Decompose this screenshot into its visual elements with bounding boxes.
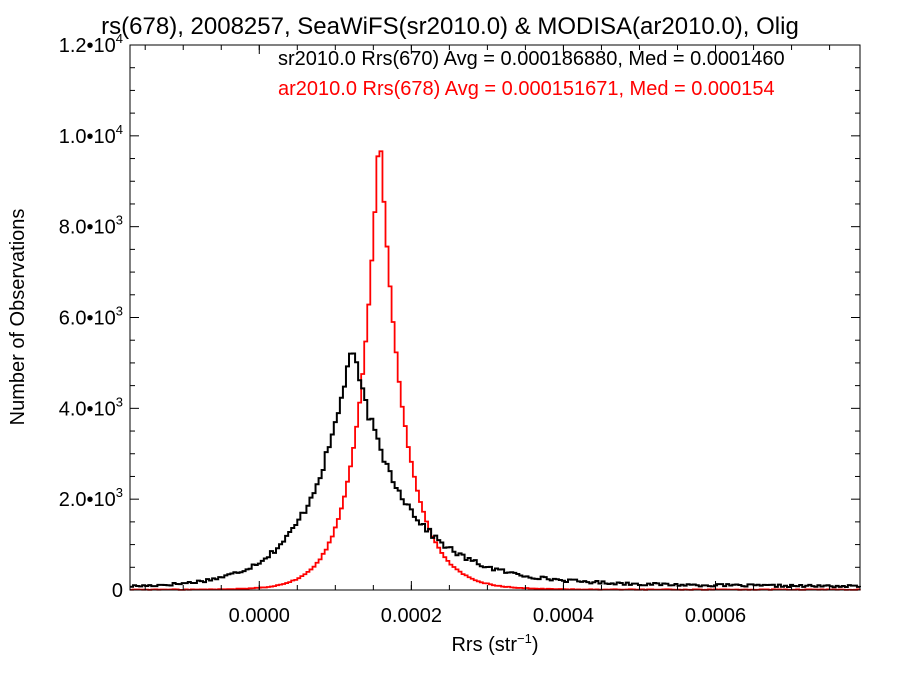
y-tick-label: 8.0•103 bbox=[59, 213, 123, 239]
y-tick-label: 6.0•103 bbox=[59, 304, 123, 330]
y-tick-label: 2.0•103 bbox=[59, 485, 123, 511]
legend-entry: sr2010.0 Rrs(670) Avg = 0.000186880, Med… bbox=[278, 48, 785, 70]
ticks-layer: 0.0000 0.0002 0.0004 0.0006 0 2.0•103 4.0•103 6… bbox=[59, 31, 860, 627]
x-axis-label-exponent: −1 bbox=[517, 631, 532, 646]
x-axis-label-text: Rrs (str bbox=[451, 634, 517, 656]
y-tick-label: 4.0•103 bbox=[59, 394, 123, 420]
x-tick-label: 0.0002 bbox=[381, 605, 442, 627]
series-layer bbox=[130, 150, 861, 591]
chart-title: rs(678), 2008257, SeaWiFS(sr2010.0) & MO… bbox=[101, 13, 799, 40]
x-tick-label: 0.0004 bbox=[533, 605, 594, 627]
plot-frame bbox=[129, 44, 861, 591]
y-tick-label: 0 bbox=[112, 580, 123, 602]
y-tick-label: 1.0•104 bbox=[59, 122, 123, 148]
x-tick-label: 0.0006 bbox=[685, 605, 746, 627]
y-tick-label: 1.2•104 bbox=[59, 31, 123, 57]
series-sr2010-histogram bbox=[130, 352, 861, 589]
series-ar2010-histogram bbox=[130, 150, 861, 591]
x-tick-label: 0.0000 bbox=[229, 605, 290, 627]
legend: sr2010.0 Rrs(670) Avg = 0.000186880, Med… bbox=[278, 48, 785, 100]
x-axis-label: Rrs (str−1) bbox=[451, 631, 538, 656]
x-axis-label-close: ) bbox=[532, 634, 539, 656]
y-axis-label: Number of Observations bbox=[7, 209, 29, 426]
legend-entry: ar2010.0 Rrs(678) Avg = 0.000151671, Med… bbox=[278, 78, 775, 100]
